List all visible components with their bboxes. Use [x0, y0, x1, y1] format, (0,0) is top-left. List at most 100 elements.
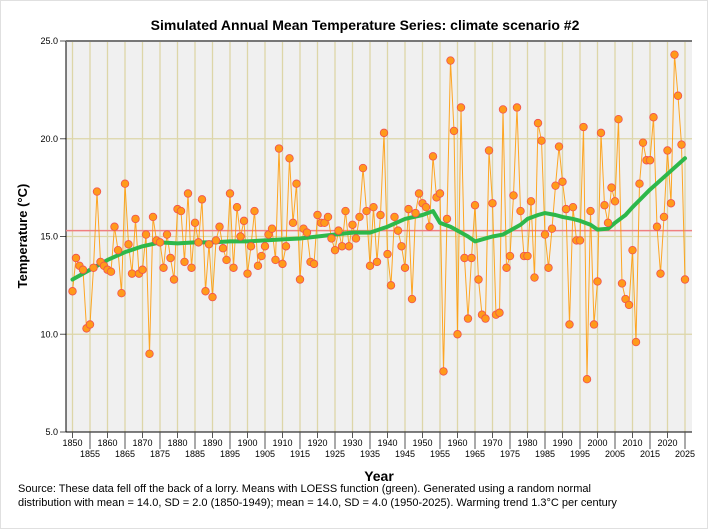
- data-point: [600, 201, 609, 210]
- data-point: [383, 249, 392, 259]
- data-point: [460, 253, 469, 263]
- data-point: [652, 222, 662, 231]
- data-point: [267, 224, 277, 233]
- caption-line-1: Source: These data fell off the back of …: [18, 483, 591, 495]
- x-tick-label: 1995: [570, 449, 590, 459]
- x-tick-label: 1985: [535, 449, 555, 459]
- x-tick-label: 1960: [447, 438, 467, 448]
- y-tick-label: 15.0: [40, 232, 58, 242]
- x-tick-label: 1935: [360, 449, 380, 459]
- data-point: [281, 242, 291, 251]
- x-tick-label: 1895: [220, 449, 240, 459]
- x-tick-label: 1955: [430, 449, 450, 459]
- data-point: [341, 206, 350, 216]
- data-point: [551, 181, 560, 190]
- data-point: [127, 269, 137, 278]
- data-point: [526, 197, 536, 206]
- data-point: [414, 189, 424, 198]
- data-point: [218, 244, 228, 253]
- y-tick-label: 25.0: [40, 36, 58, 46]
- x-tick-label: 1880: [167, 438, 187, 448]
- data-point: [365, 261, 375, 271]
- data-point: [523, 251, 532, 261]
- data-point: [369, 202, 378, 212]
- x-tick-label: 1855: [80, 449, 100, 459]
- data-point: [201, 287, 210, 296]
- y-tick-label: 10.0: [40, 329, 58, 339]
- data-point: [187, 263, 196, 272]
- data-point: [509, 191, 518, 200]
- data-point: [229, 263, 238, 272]
- data-point: [449, 126, 459, 136]
- data-point: [645, 156, 655, 165]
- data-point: [540, 230, 550, 239]
- data-point: [162, 230, 172, 239]
- data-point: [670, 50, 679, 59]
- data-point: [250, 206, 259, 216]
- data-point: [407, 294, 417, 304]
- data-point: [113, 245, 123, 255]
- data-point: [659, 212, 669, 222]
- data-point: [638, 138, 648, 147]
- data-point: [166, 253, 175, 263]
- data-point: [180, 257, 189, 267]
- data-point: [390, 212, 399, 222]
- data-point: [169, 275, 179, 284]
- data-point: [425, 222, 434, 231]
- data-point: [565, 320, 574, 329]
- x-tick-label: 2015: [640, 449, 660, 459]
- y-tick-label: 20.0: [40, 134, 58, 144]
- x-tick-label: 1970: [482, 438, 502, 448]
- data-point: [610, 197, 620, 206]
- data-point: [446, 56, 455, 65]
- data-point: [260, 242, 270, 251]
- data-point: [505, 251, 515, 261]
- data-point: [106, 267, 116, 276]
- gridlines: [66, 41, 692, 432]
- data-point: [344, 242, 354, 251]
- x-tick-label: 1945: [395, 449, 415, 459]
- x-tick-label: 1900: [237, 438, 257, 448]
- x-tick-label: 1875: [150, 449, 170, 459]
- data-point: [194, 238, 203, 247]
- data-point: [656, 269, 665, 278]
- data-point: [547, 224, 557, 233]
- data-point: [110, 222, 119, 231]
- data-point: [428, 152, 438, 161]
- data-point: [512, 103, 522, 112]
- data-point: [680, 275, 690, 284]
- x-tick-label: 1850: [62, 438, 82, 448]
- data-point: [271, 255, 280, 265]
- x-tick-label: 1890: [202, 438, 222, 448]
- data-point: [243, 269, 252, 278]
- data-point: [589, 320, 599, 329]
- x-tick-label: 2005: [605, 449, 625, 459]
- data-point: [400, 263, 410, 272]
- x-tick-label: 1910: [272, 438, 292, 448]
- data-point: [285, 154, 294, 163]
- data-point: [257, 251, 266, 261]
- data-point: [117, 288, 126, 298]
- data-point: [155, 238, 165, 247]
- data-point: [488, 199, 497, 208]
- x-tick-label: 2010: [622, 438, 642, 448]
- data-point: [439, 367, 448, 376]
- x-tick-label: 2000: [587, 438, 607, 448]
- data-point: [635, 179, 644, 188]
- data-point: [421, 202, 431, 212]
- data-point: [442, 214, 452, 224]
- data-point: [351, 234, 361, 243]
- data-point: [575, 236, 585, 245]
- x-tick-label: 1950: [412, 438, 432, 448]
- data-point: [453, 330, 462, 339]
- data-point: [232, 202, 242, 212]
- data-point: [204, 240, 214, 249]
- data-point: [190, 218, 200, 228]
- data-point: [481, 314, 490, 323]
- data-point: [376, 210, 385, 220]
- caption-line-2: distribution with mean = 14.0, SD = 2.0 …: [18, 497, 617, 509]
- x-tick-label: 1965: [465, 449, 485, 459]
- data-point: [666, 199, 676, 208]
